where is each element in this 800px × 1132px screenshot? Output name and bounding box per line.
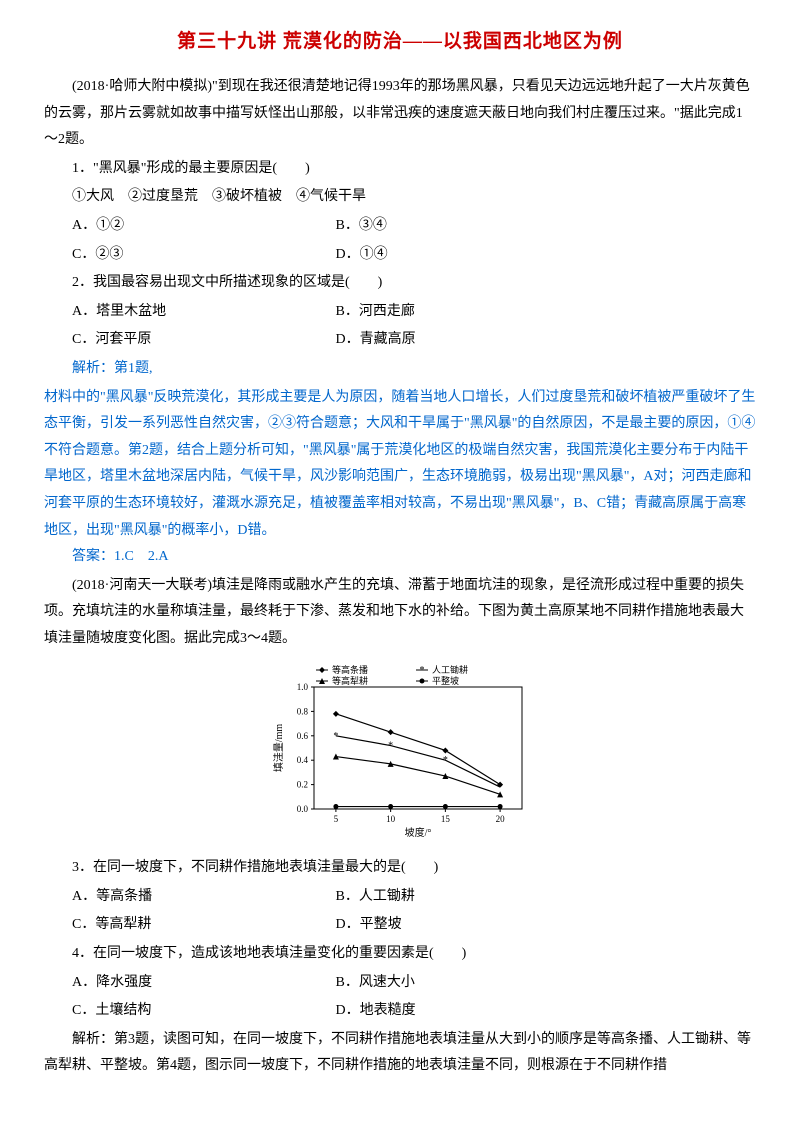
svg-text:坡度/°: 坡度/°: [405, 826, 432, 839]
intro-1: (2018·哈师大附中模拟)"到现在我还很清楚地记得1993年的那场黑风暴，只看…: [44, 74, 756, 154]
svg-text:0.0: 0.0: [297, 804, 309, 814]
q1-c: C．②③: [72, 242, 332, 269]
chart-figure: 0.00.20.40.60.81.05101520坡度/°填洼量/mm****等…: [44, 659, 756, 850]
svg-text:20: 20: [496, 814, 506, 824]
q4-d: D．地表糙度: [336, 998, 416, 1025]
q4-c: C．土壤结构: [72, 998, 332, 1025]
q1-row-cd: C．②③ D．①④: [72, 242, 756, 269]
svg-text:*: *: [443, 755, 448, 766]
svg-text:0.8: 0.8: [297, 706, 309, 716]
q3-row-cd: C．等高犁耕 D．平整坡: [72, 912, 756, 939]
line-chart: 0.00.20.40.60.81.05101520坡度/°填洼量/mm****等…: [270, 659, 530, 839]
svg-text:填洼量/mm: 填洼量/mm: [272, 723, 285, 772]
svg-text:0.4: 0.4: [297, 755, 309, 765]
q3-a: A．等高条播: [72, 884, 332, 911]
q1-stem: 1．"黑风暴"形成的最主要原因是( ): [72, 156, 756, 183]
q4-b: B．风速大小: [336, 970, 415, 997]
ans1-final: 答案：1.C 2.A: [72, 544, 756, 571]
svg-text:10: 10: [386, 814, 396, 824]
svg-text:*: *: [388, 740, 393, 751]
q2-row-ab: A．塔里木盆地 B．河西走廊: [72, 299, 756, 326]
svg-text:15: 15: [441, 814, 451, 824]
q2-b: B．河西走廊: [336, 299, 415, 326]
svg-text:人工锄耕: 人工锄耕: [432, 664, 468, 675]
q3-c: C．等高犁耕: [72, 912, 332, 939]
svg-text:等高条播: 等高条播: [332, 664, 368, 675]
ans1-label: 解析：第1题,: [72, 356, 756, 383]
page-title: 第三十九讲 荒漠化的防治——以我国西北地区为例: [44, 24, 756, 60]
q1-b: B．③④: [336, 213, 387, 240]
svg-text:*: *: [333, 730, 338, 741]
q1-choices-line: ①大风 ②过度垦荒 ③破坏植被 ④气候干旱: [72, 184, 756, 211]
svg-text:0.6: 0.6: [297, 730, 309, 740]
ans2-body: 解析：第3题，读图可知，在同一坡度下，不同耕作措施地表填洼量从大到小的顺序是等高…: [44, 1027, 756, 1080]
q1-a: A．①②: [72, 213, 332, 240]
svg-text:5: 5: [334, 814, 339, 824]
q4-row-ab: A．降水强度 B．风速大小: [72, 970, 756, 997]
q2-stem: 2．我国最容易出现文中所描述现象的区域是( ): [72, 270, 756, 297]
q4-a: A．降水强度: [72, 970, 332, 997]
q3-row-ab: A．等高条播 B．人工锄耕: [72, 884, 756, 911]
intro-2: (2018·河南天一大联考)填洼是降雨或融水产生的充填、滞蓄于地面坑洼的现象，是…: [44, 573, 756, 653]
svg-text:等高犁耕: 等高犁耕: [332, 675, 368, 686]
q2-row-cd: C．河套平原 D．青藏高原: [72, 327, 756, 354]
q2-d: D．青藏高原: [336, 327, 416, 354]
svg-text:平整坡: 平整坡: [432, 675, 459, 686]
q4-stem: 4．在同一坡度下，造成该地地表填洼量变化的重要因素是( ): [72, 941, 756, 968]
q1-d: D．①④: [336, 242, 388, 269]
q3-d: D．平整坡: [336, 912, 402, 939]
q1-row-ab: A．①② B．③④: [72, 213, 756, 240]
svg-text:1.0: 1.0: [297, 682, 309, 692]
svg-text:0.2: 0.2: [297, 779, 308, 789]
q2-c: C．河套平原: [72, 327, 332, 354]
ans1-body: 材料中的"黑风暴"反映荒漠化，其形成主要是人为原因，随着当地人口增长，人们过度垦…: [44, 385, 756, 545]
q3-stem: 3．在同一坡度下，不同耕作措施地表填洼量最大的是( ): [72, 855, 756, 882]
q3-b: B．人工锄耕: [336, 884, 415, 911]
q4-row-cd: C．土壤结构 D．地表糙度: [72, 998, 756, 1025]
q2-a: A．塔里木盆地: [72, 299, 332, 326]
